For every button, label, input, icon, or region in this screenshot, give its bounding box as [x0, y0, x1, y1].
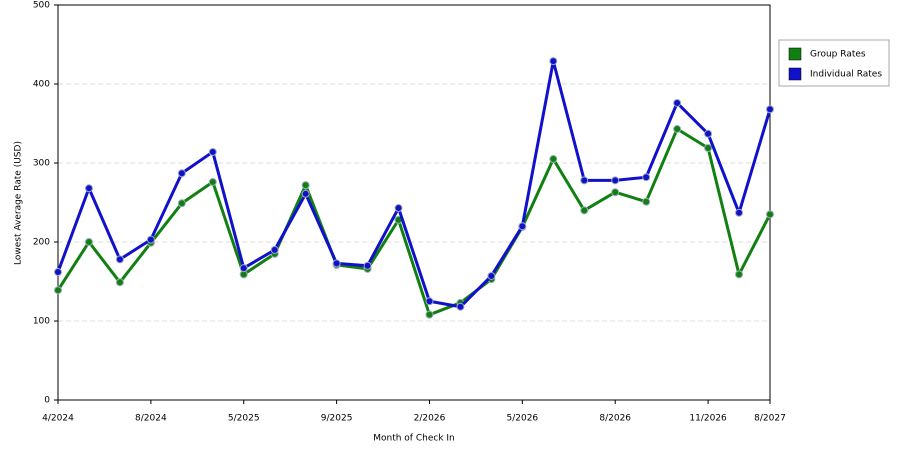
y-tick-label: 400 [33, 80, 50, 90]
data-point [363, 261, 372, 270]
x-tick-label: 5/2026 [507, 414, 539, 424]
legend-label: Group Rates [810, 50, 866, 60]
data-point [270, 245, 279, 254]
x-axis-label: Month of Check In [373, 434, 455, 444]
data-point [208, 177, 217, 186]
data-point [425, 297, 434, 306]
y-tick-label: 500 [33, 1, 50, 11]
y-tick-label: 100 [33, 317, 50, 327]
data-point [704, 129, 713, 138]
data-point [115, 255, 124, 264]
data-point [611, 188, 620, 197]
data-point [177, 169, 186, 178]
data-point [611, 176, 620, 185]
data-point [518, 222, 527, 231]
data-point [84, 184, 93, 193]
x-tick-label: 11/2026 [689, 414, 727, 424]
data-point [735, 208, 744, 217]
y-axis-label: Lowest Average Rate (USD) [14, 141, 24, 265]
data-point [766, 105, 774, 114]
y-tick-label: 0 [44, 396, 50, 406]
data-point [580, 176, 589, 185]
data-point [580, 206, 589, 215]
data-point [425, 310, 434, 319]
data-point [239, 264, 248, 273]
data-point [735, 270, 744, 279]
data-point [54, 268, 62, 277]
data-point [704, 143, 713, 152]
data-point [208, 147, 217, 156]
data-point [177, 199, 186, 208]
data-point [549, 57, 558, 66]
data-point [115, 278, 124, 287]
data-point [301, 181, 310, 190]
data-point [332, 259, 341, 268]
data-point [394, 204, 403, 213]
x-tick-label: 2/2026 [414, 414, 446, 424]
legend-swatch [788, 47, 802, 61]
data-point [549, 155, 558, 164]
data-point [84, 238, 93, 246]
data-point [642, 197, 651, 206]
y-tick-label: 200 [33, 238, 50, 248]
x-tick-label: 8/2027 [754, 414, 786, 424]
series-line [56, 59, 772, 309]
data-point [673, 98, 682, 107]
data-point [642, 173, 651, 182]
x-tick-label: 8/2024 [135, 414, 167, 424]
x-tick-label: 5/2025 [228, 414, 260, 424]
data-point [54, 286, 62, 295]
legend-label: Individual Rates [810, 70, 882, 80]
data-point [487, 271, 496, 280]
data-point [301, 189, 310, 198]
data-point [456, 302, 465, 311]
data-point [766, 210, 774, 219]
data-point [146, 235, 155, 244]
x-tick-label: 4/2024 [42, 414, 74, 424]
x-tick-label: 9/2025 [321, 414, 353, 424]
plot-frame [57, 4, 771, 401]
data-point [673, 125, 682, 134]
legend-swatch [788, 67, 802, 81]
y-tick-label: 300 [33, 159, 50, 169]
x-tick-label: 8/2026 [599, 414, 631, 424]
series-line [56, 127, 772, 317]
